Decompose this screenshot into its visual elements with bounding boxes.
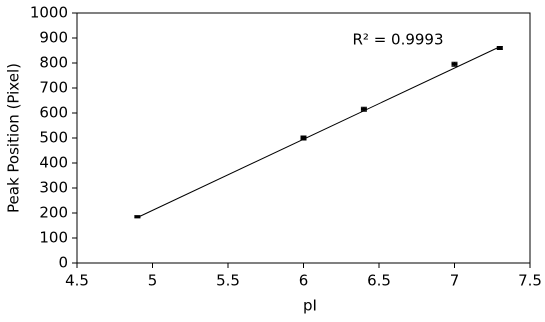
point — [300, 136, 307, 140]
y-tick-label: 300 — [39, 179, 68, 197]
x-tick-label: 6 — [299, 272, 309, 290]
y-tick-label: 1000 — [30, 4, 68, 22]
fit-line — [137, 46, 501, 218]
y-tick-label: 0 — [58, 254, 68, 272]
x-tick-label: 6.5 — [367, 272, 391, 290]
x-tick-label: 7 — [450, 272, 460, 290]
point — [360, 107, 367, 111]
y-tick-label: 500 — [39, 129, 68, 147]
y-tick-label: 800 — [39, 54, 68, 72]
point — [134, 215, 141, 219]
point — [496, 46, 503, 50]
x-tick-label: 7.5 — [518, 272, 542, 290]
y-tick-label: 200 — [39, 204, 68, 222]
y-tick-label: 900 — [39, 29, 68, 47]
y-axis-label: Peak Position (Pixel) — [5, 63, 23, 213]
x-tick-label: 5 — [148, 272, 158, 290]
point — [451, 62, 458, 66]
y-tick-label: 600 — [39, 104, 68, 122]
annotation: R² = 0.9993 — [352, 31, 443, 49]
x-tick-label: 4.5 — [65, 272, 89, 290]
y-tick-label: 700 — [39, 79, 68, 97]
x-axis-label: pI — [303, 297, 317, 315]
y-tick-label: 100 — [39, 229, 68, 247]
x-tick-label: 5.5 — [216, 272, 240, 290]
y-tick-label: 400 — [39, 154, 68, 172]
